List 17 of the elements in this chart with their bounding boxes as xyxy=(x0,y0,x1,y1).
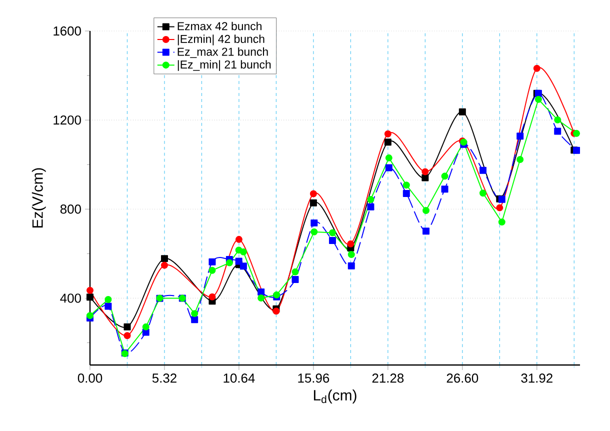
x-tick-label: 0.00 xyxy=(78,374,102,383)
y-tick-label: 1200 xyxy=(54,115,81,125)
y-tick-label: 1600 xyxy=(54,26,81,36)
x-tick-label: 15.96 xyxy=(298,374,330,383)
y-axis-title: Ez(V/cm) xyxy=(32,168,46,228)
x-tick-label: 26.60 xyxy=(446,374,478,383)
x-tick-label: 21.28 xyxy=(372,374,404,383)
x-tick-label: 31.92 xyxy=(521,374,552,383)
legend-label: |Ezmin| 42 bunch xyxy=(178,34,264,46)
x-tick-label: 10.64 xyxy=(224,374,255,383)
y-tick-label: 800 xyxy=(60,204,81,214)
x-axis-title: L$_{d}$(cm) xyxy=(314,390,356,404)
legend-label: Ez_max 21 bunch xyxy=(178,47,268,58)
legend-label: |Ez_min| 21 bunch xyxy=(178,60,271,71)
legend-label: Ezmax 42 bunch xyxy=(178,22,262,30)
y-tick-label: 400 xyxy=(60,294,81,303)
x-tick-label: 5.32 xyxy=(152,374,176,383)
